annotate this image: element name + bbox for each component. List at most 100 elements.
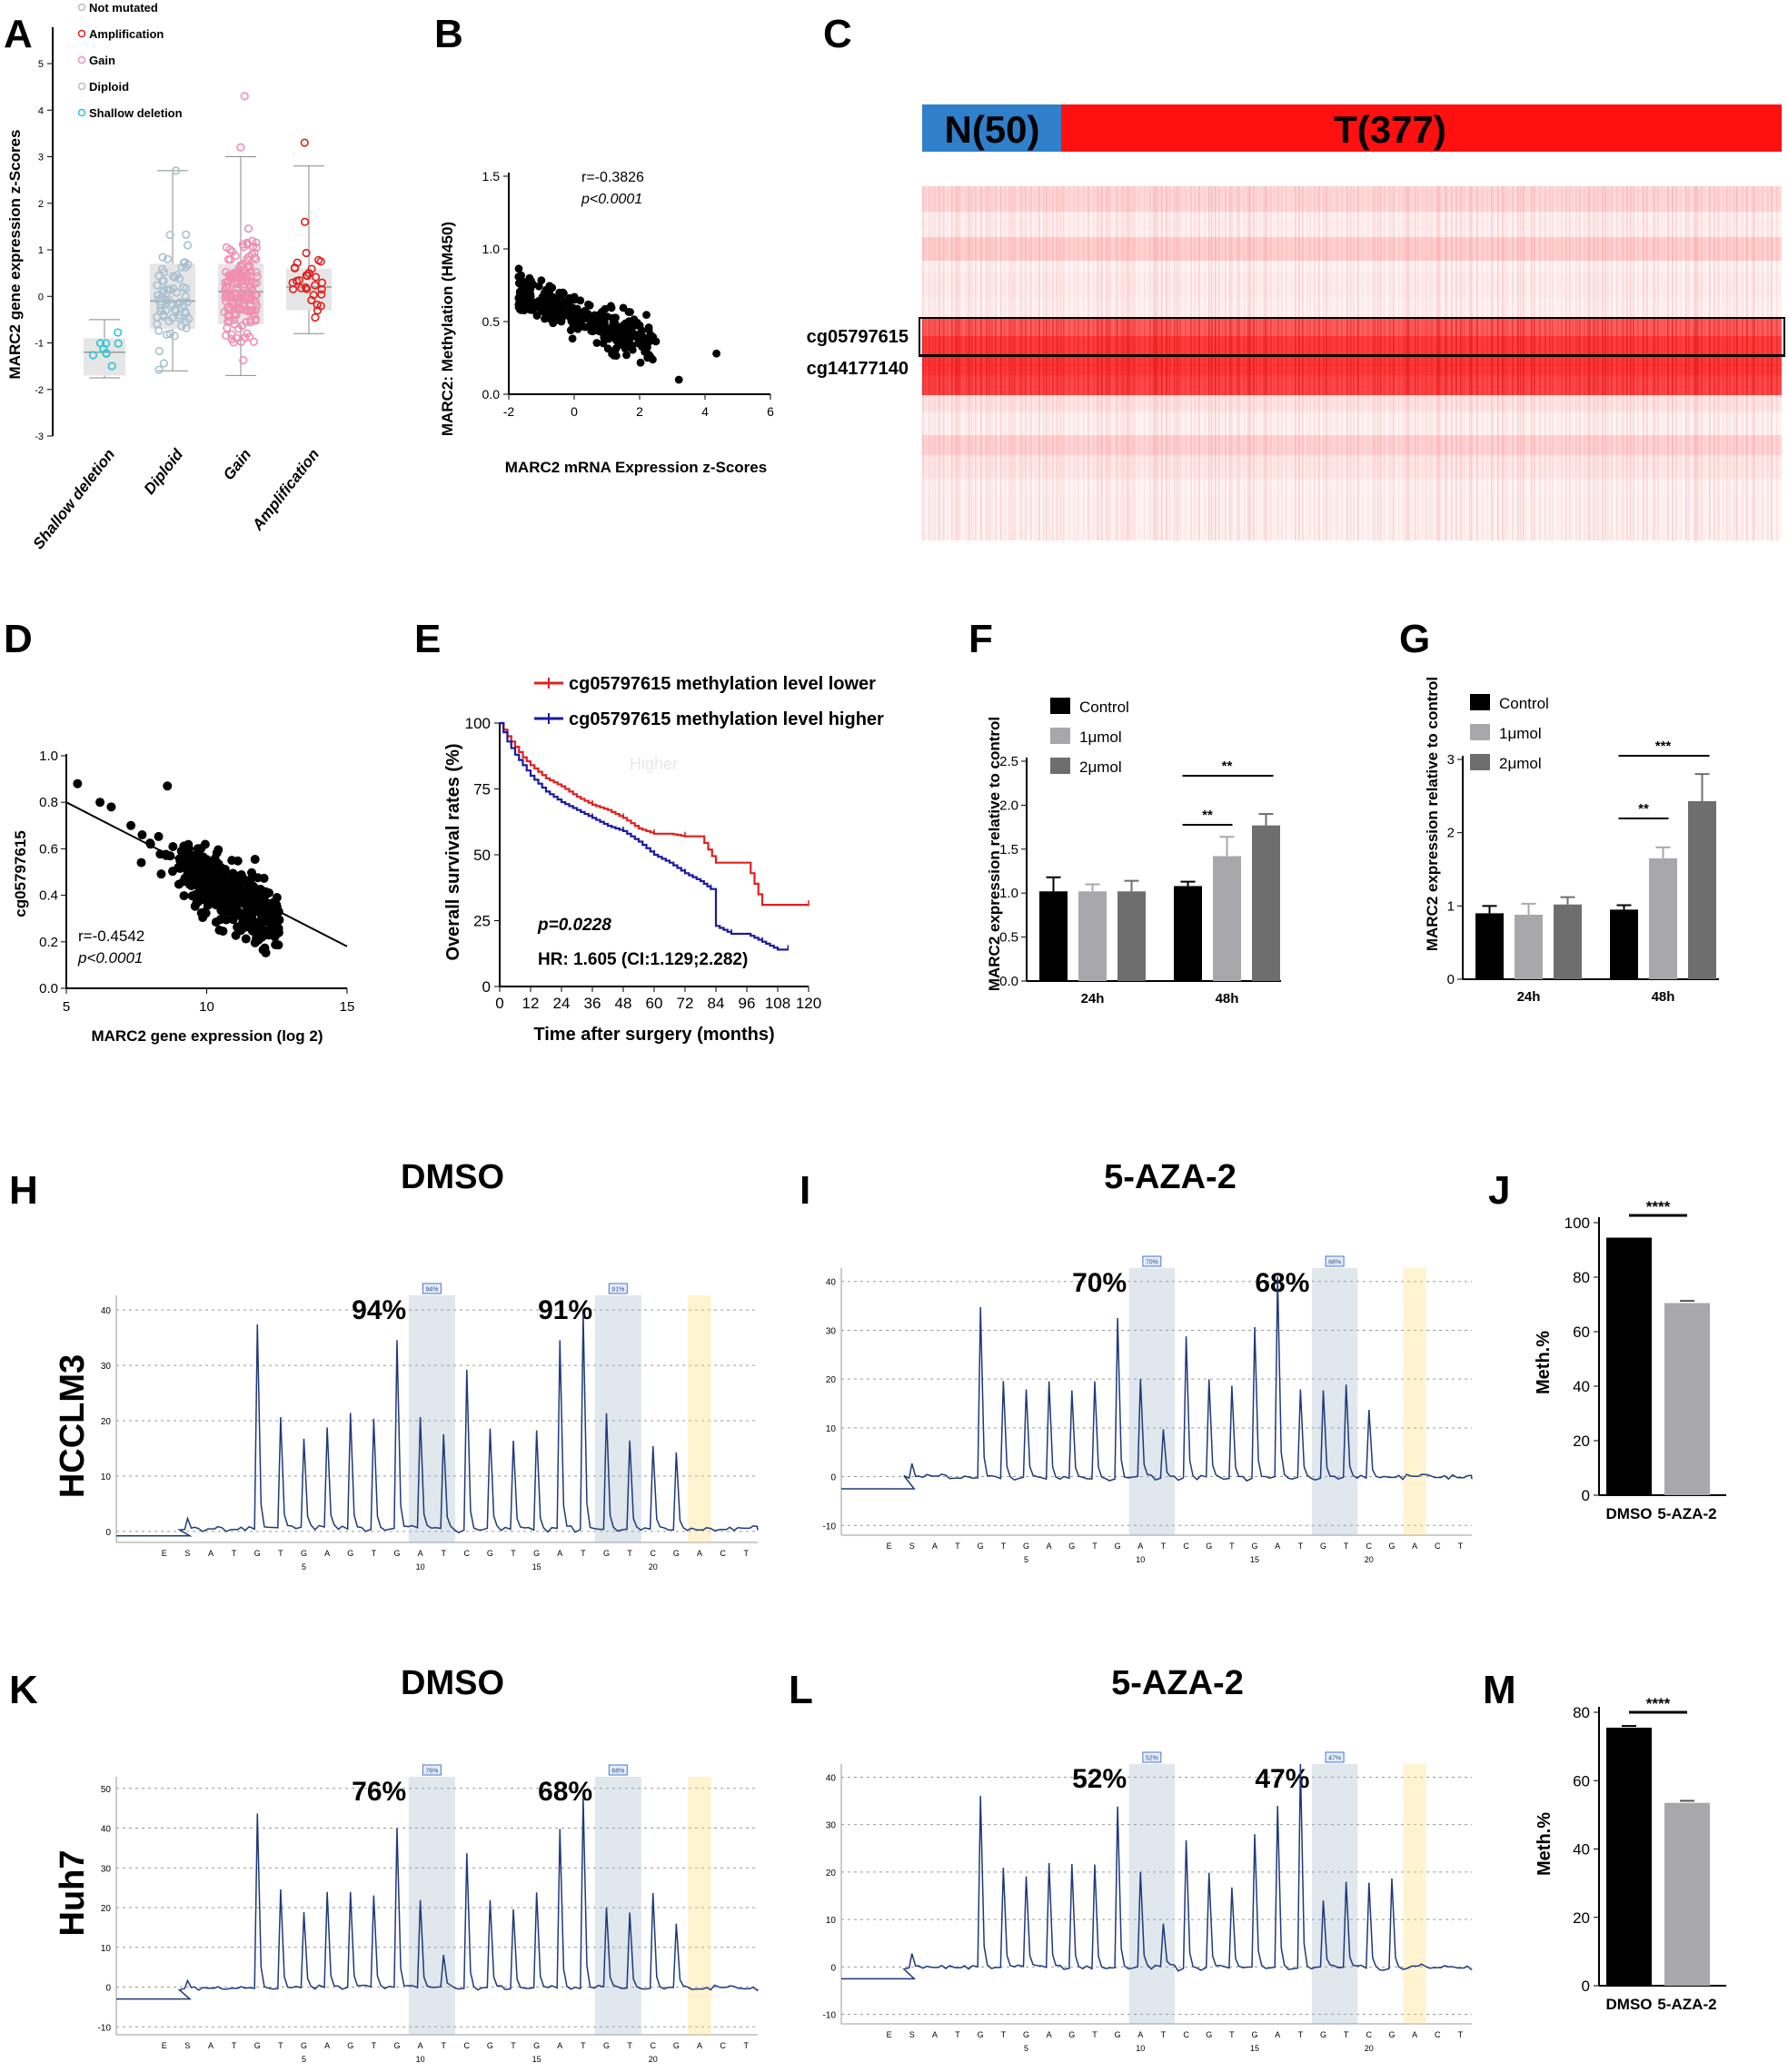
- data-point: [242, 254, 252, 263]
- data-point: [170, 273, 179, 282]
- data-point: [293, 258, 302, 267]
- heatmap-stripe: [1417, 186, 1419, 540]
- cpg-highlight: [408, 1295, 455, 1542]
- y-tick-label: 100: [465, 715, 491, 732]
- panel-letter-l: L: [789, 1668, 813, 1712]
- data-point: [222, 243, 232, 252]
- heatmap-stripe: [1060, 186, 1062, 540]
- data-point: [303, 284, 312, 293]
- panel-f: F 2.5 2.0 1.5 1.0 0.5 0.0 24h 48h Control 1μmol 2μ…: [968, 617, 1281, 1006]
- data-point: [311, 273, 321, 282]
- heatmap-stripe: [1504, 186, 1505, 540]
- heatmap-stripe: [1106, 186, 1108, 540]
- heatmap-stripe: [971, 186, 973, 540]
- heatmap-stripe: [1621, 186, 1623, 540]
- y-tick-label: 40: [1573, 1841, 1590, 1859]
- group-bar-tumor: [1061, 104, 1782, 152]
- dispensation-letter: T: [955, 1542, 960, 1551]
- bar-chart-m: 80 60 40 20 0 DMSO 5-AZA-2 ****: [1573, 1695, 1726, 2013]
- data-point: [182, 230, 191, 239]
- data-point: [303, 272, 312, 281]
- data-point: [155, 300, 165, 309]
- data-point: [611, 346, 620, 354]
- dispensation-letter: A: [697, 1549, 702, 1558]
- dispensation-letter: T: [1001, 1542, 1007, 1551]
- heatmap-row: [922, 395, 1782, 411]
- bar: [1610, 909, 1638, 979]
- heatmap-stripe: [1611, 186, 1613, 540]
- heatmap-stripe: [1083, 186, 1085, 540]
- heatmap-stripe: [1208, 186, 1210, 540]
- heatmap-stripe: [1101, 186, 1103, 540]
- data-point: [317, 278, 327, 287]
- pyrogram-trace: [116, 1798, 759, 2000]
- data-point: [568, 334, 577, 343]
- data-point: [555, 288, 564, 297]
- y-tick-label: 0: [38, 292, 44, 302]
- methylation-percent: 52%: [1072, 1764, 1127, 1794]
- heatmap-stripe: [1455, 186, 1457, 540]
- data-point: [159, 276, 168, 285]
- data-point: [88, 351, 98, 360]
- y-tick-label: 20: [826, 1375, 837, 1385]
- data-point: [154, 291, 163, 300]
- cell-line-hcclm3: HCCLM3: [54, 1354, 92, 1498]
- category-label: 5-AZA-2: [1657, 1996, 1716, 2013]
- data-point: [247, 904, 257, 914]
- x-tick-label: 84: [708, 995, 725, 1012]
- y-tick-label: 50: [101, 1785, 112, 1795]
- legend-label: Control: [1079, 699, 1129, 716]
- dispensation-letter: G: [393, 2041, 400, 2050]
- ticks-b: -2 0 2 4 6 1.5 1.0 0.5 0.0: [482, 169, 775, 419]
- heatmap-stripe: [1038, 186, 1040, 540]
- cpg-box-label: 47%: [1328, 1756, 1341, 1762]
- data-point: [224, 317, 233, 327]
- heatmap-stripe: [1014, 186, 1016, 540]
- heatmap-stripe: [1425, 186, 1426, 540]
- data-point: [317, 290, 326, 299]
- legend-label-lower: cg05797615 methylation level lower: [569, 674, 876, 694]
- data-point: [107, 362, 116, 371]
- heatmap-stripe: [1058, 186, 1059, 540]
- heatmap-stripe: [1602, 186, 1604, 540]
- heatmap-stripe: [1035, 186, 1037, 540]
- dispensation-letter: T: [1161, 2030, 1167, 2039]
- dispensation-letter: T: [1092, 1542, 1098, 1551]
- heatmap-stripe: [1561, 186, 1563, 540]
- title-l: 5-AZA-2: [1111, 1664, 1244, 1702]
- dispensation-letter: G: [1068, 1542, 1075, 1551]
- heatmap-stripe: [1637, 186, 1639, 540]
- heatmap-stripe: [1179, 186, 1181, 540]
- data-point: [165, 329, 174, 339]
- dispensation-letter: S: [184, 2041, 190, 2050]
- data-point: [225, 289, 235, 299]
- data-point: [192, 858, 202, 868]
- title-i: 5-AZA-2: [1104, 1158, 1237, 1196]
- heatmap-stripe: [955, 186, 957, 540]
- heatmap-stripe: [1218, 186, 1220, 540]
- dispensation-letter: T: [232, 1549, 237, 1558]
- heatmap-stripe: [1384, 186, 1386, 540]
- data-point: [196, 843, 206, 853]
- cpg-box-label: 76%: [425, 1769, 438, 1775]
- dispensation-letter: A: [418, 1549, 423, 1558]
- bar: [1664, 1303, 1710, 1495]
- heatmap-stripe: [1298, 186, 1300, 540]
- regression-line-d: [65, 801, 348, 947]
- heatmap-row: [922, 355, 1782, 375]
- heatmap-stripe: [1531, 186, 1533, 540]
- data-point: [232, 304, 241, 313]
- heatmap-stripe: [1078, 186, 1079, 540]
- dispensation-letter: A: [932, 1542, 938, 1551]
- data-point: [534, 303, 543, 312]
- dispensation-letter: A: [932, 2030, 938, 2039]
- y-tick-label: 0: [830, 1963, 836, 1973]
- data-point: [271, 928, 281, 938]
- group-label: 24h: [1081, 991, 1105, 1006]
- dispensation-number: 5: [1024, 2044, 1028, 2053]
- heatmap-stripe: [1124, 186, 1126, 540]
- data-point: [247, 926, 257, 936]
- data-point: [619, 325, 628, 334]
